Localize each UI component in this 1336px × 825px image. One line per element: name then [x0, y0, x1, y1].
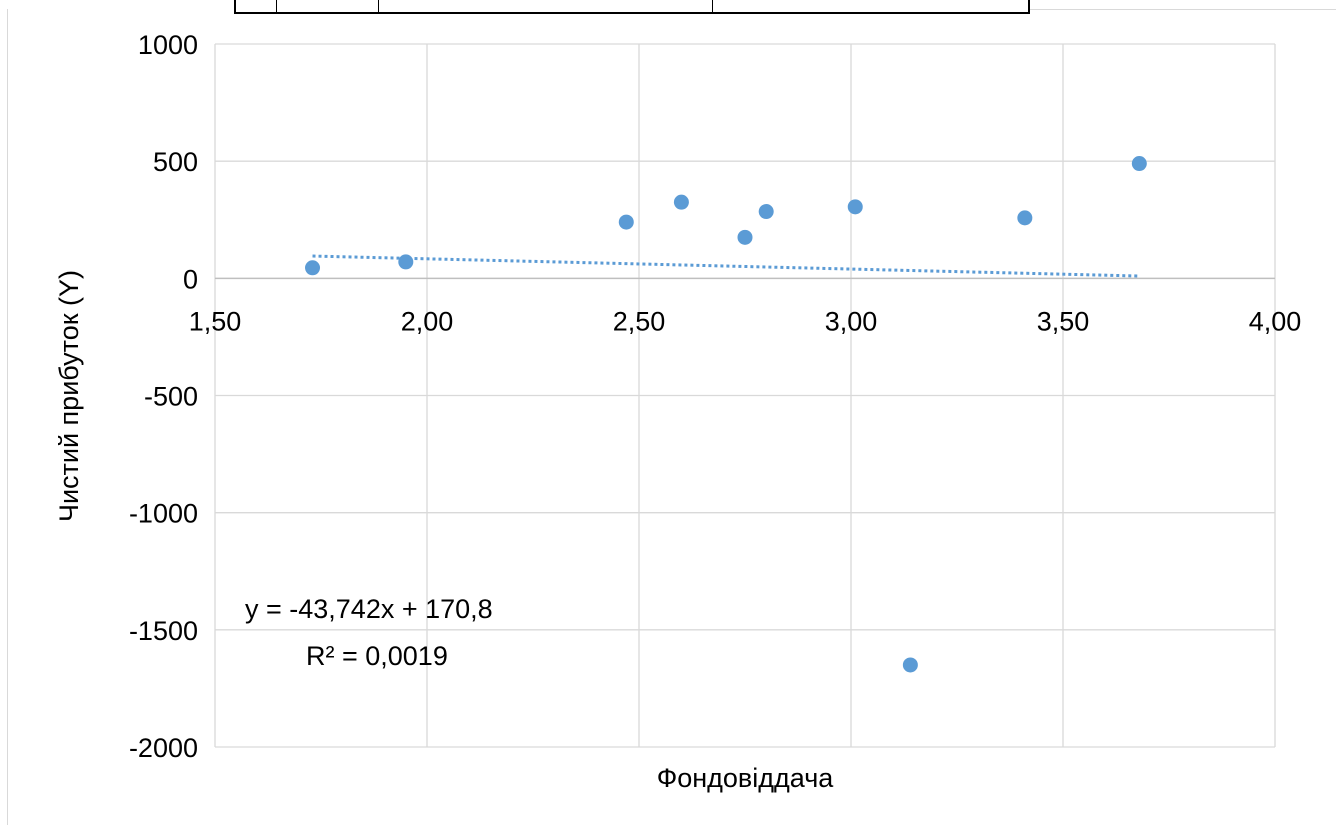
trendline	[312, 254, 1140, 278]
data-point	[398, 254, 414, 270]
data-point	[1017, 210, 1033, 226]
y-tick-label: 0	[183, 264, 198, 294]
y-tick-label: -1000	[129, 499, 198, 529]
x-tick-label: 3,50	[1037, 306, 1090, 336]
table-cell-divider	[378, 0, 379, 12]
gridlines	[214, 43, 1276, 748]
data-point	[902, 657, 918, 673]
y-tick-label: 500	[153, 147, 198, 177]
chart-area-border-top	[1030, 9, 1336, 10]
chart-area-border-left	[7, 9, 8, 825]
data-points	[305, 156, 1147, 673]
trendline-equation: y = -43,742x + 170,8	[245, 594, 493, 624]
data-point	[305, 260, 321, 276]
y-tick-label: -500	[144, 382, 198, 412]
data-point	[847, 199, 863, 215]
y-tick-label: 1000	[138, 30, 198, 60]
x-tick-label: 1,50	[189, 306, 242, 336]
data-point	[618, 214, 634, 230]
trendline-layer	[312, 254, 1140, 278]
tick-labels: 1000 500 0 -500 -1000 -1500 -2000 1,50 2,00 2,50 3…	[129, 30, 1301, 763]
x-axis-title: Фондовіддача	[657, 763, 835, 793]
data-point	[1131, 156, 1147, 172]
table-cell-divider	[712, 0, 713, 12]
y-tick-label: -1500	[129, 616, 198, 646]
trendline-r-squared: R² = 0,0019	[306, 641, 448, 671]
x-tick-label: 3,00	[825, 306, 878, 336]
table-cell-divider	[276, 0, 277, 12]
x-tick-label: 2,00	[401, 306, 454, 336]
table-fragment-top	[234, 0, 1030, 14]
data-point	[758, 204, 774, 220]
x-tick-label: 4,00	[1249, 306, 1302, 336]
x-tick-label: 2,50	[613, 306, 666, 336]
y-axis-title: Чистий прибуток (Y)	[54, 270, 84, 522]
data-point	[673, 194, 689, 210]
y-tick-label: -2000	[129, 733, 198, 763]
data-point	[737, 229, 753, 245]
